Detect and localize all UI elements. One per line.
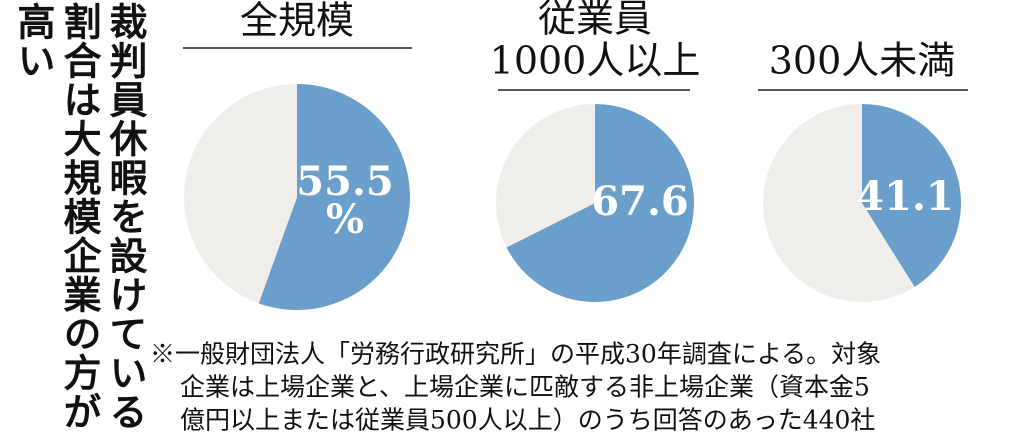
pie-slice [506, 104, 694, 302]
chart-title: 1000人以上 [490, 39, 701, 83]
pie-slice [258, 84, 411, 311]
pie-slice [862, 104, 961, 287]
pie-slice [763, 104, 915, 303]
main-title: 裁判員休暇を設けている割合は大規模企業の方が高い [11, 2, 147, 431]
data-label: 67.6 [591, 178, 688, 225]
pie-slice [184, 84, 297, 304]
footnote: 企業は上場企業と、上場企業に匹敵する非上場企業（資本金5 [180, 373, 870, 402]
pie-slice [495, 104, 595, 248]
chart-title: 従業員 [538, 0, 652, 41]
chart-title: 全規模 [240, 0, 354, 43]
footnote: ※一般財団法人「労務行政研究所」の平成30年調査による。対象 [150, 340, 881, 369]
unit-label: % [326, 196, 364, 243]
data-label: 41.1 [856, 173, 953, 220]
footnote: 億円以上または従業員500人以上）のうち回答のあった440社 [180, 406, 875, 435]
data-label: 55.5 [296, 158, 393, 205]
chart-title: 300人未満 [769, 39, 956, 83]
